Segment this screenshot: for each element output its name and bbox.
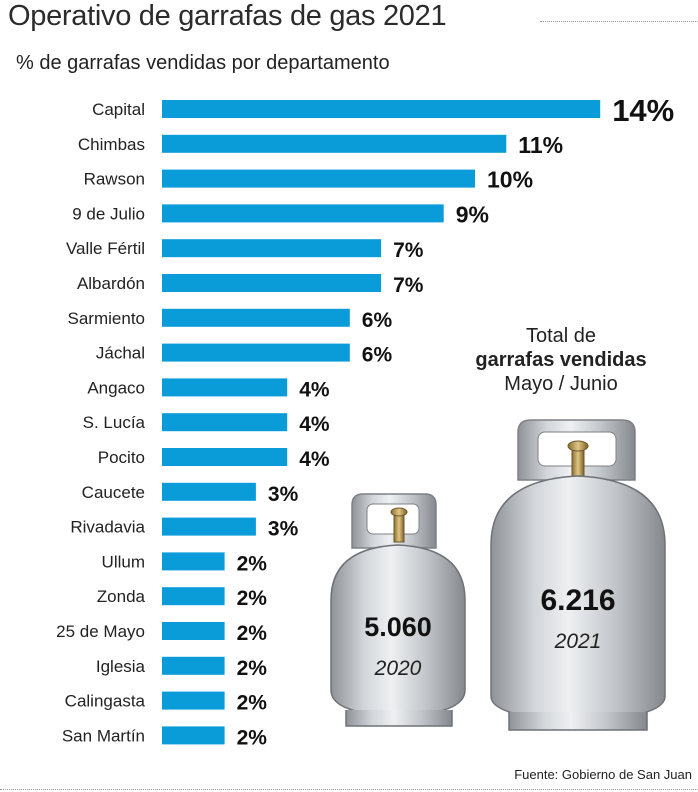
category-label: Sarmiento [68,309,145,328]
bar [162,343,350,362]
value-label: 3% [268,483,299,506]
chart-subtitle: % de garrafas vendidas por departamento [16,52,390,74]
category-label: S. Lucía [83,413,146,432]
value-label: 4% [299,378,330,401]
bar [162,274,382,292]
totals-heading: Total de garrafas vendidas Mayo / Junio [430,324,692,396]
category-label: Capital [92,100,145,119]
category-label: San Martín [62,726,145,745]
title-divider [540,21,698,22]
gas-cylinder-2020-icon [330,493,466,727]
value-label: 14% [612,93,674,128]
bar [162,169,475,188]
bar [162,517,256,536]
bottom-divider [0,789,698,790]
category-label: Valle Fértil [66,239,145,258]
bar [162,482,256,501]
bar [162,378,288,397]
value-label: 2% [237,587,268,610]
gas-cylinder-2021-icon [490,419,666,731]
value-label: 2% [237,657,268,680]
category-label: Rivadavia [70,518,145,537]
total-2021-year: 2021 [554,630,602,653]
value-label: 2% [237,552,268,575]
total-2021-value: 6.216 [540,584,615,617]
bar [162,448,288,466]
totals-heading-line2: garrafas vendidas [475,349,647,371]
category-label: Chimbas [78,135,145,154]
value-label: 9% [456,201,489,227]
category-label: Angaco [87,378,145,397]
value-label: 4% [299,448,330,471]
category-label: Caucete [82,483,145,502]
bar [162,100,601,118]
chart-title: Operativo de garrafas de gas 2021 [8,0,447,32]
category-label: Albardón [77,274,145,293]
value-label: 2% [237,622,268,645]
category-label: 9 de Julio [72,204,145,223]
total-2020-year: 2020 [374,657,422,680]
bar [162,134,507,153]
category-label: Ullum [102,552,145,571]
total-2020-value: 5.060 [364,612,432,642]
bar [162,656,225,675]
bar [162,308,350,327]
bar [162,552,225,571]
category-label: Jáchal [96,344,145,363]
bars-group: Capital 14% Chimbas 11% Rawson 10% 9 de Julio 9… [56,93,674,749]
bar [162,691,225,710]
totals-heading-line1: Total de [525,325,597,347]
value-label: 3% [268,518,299,541]
value-label: 7% [393,274,424,297]
category-label: Rawson [84,170,145,189]
bar [162,622,225,640]
value-label: 2% [237,726,268,749]
value-label: 10% [487,167,533,193]
category-label: Iglesia [96,657,146,676]
value-label: 2% [237,692,268,715]
category-label: Zonda [97,587,146,606]
value-label: 6% [362,344,393,367]
value-label: 11% [518,132,563,158]
totals-heading-line3: Mayo / Junio [504,373,618,395]
value-label: 4% [299,413,330,436]
category-label: 25 de Mayo [56,622,145,641]
bar [162,413,288,432]
value-label: 6% [362,309,393,332]
category-label: Pocito [98,448,145,467]
source-note: Fuente: Gobierno de San Juan [514,767,692,782]
bar [162,204,444,223]
bar [162,239,382,258]
bar [162,726,225,745]
value-label: 7% [393,239,424,262]
category-label: Calingasta [65,692,146,711]
bar [162,587,225,606]
